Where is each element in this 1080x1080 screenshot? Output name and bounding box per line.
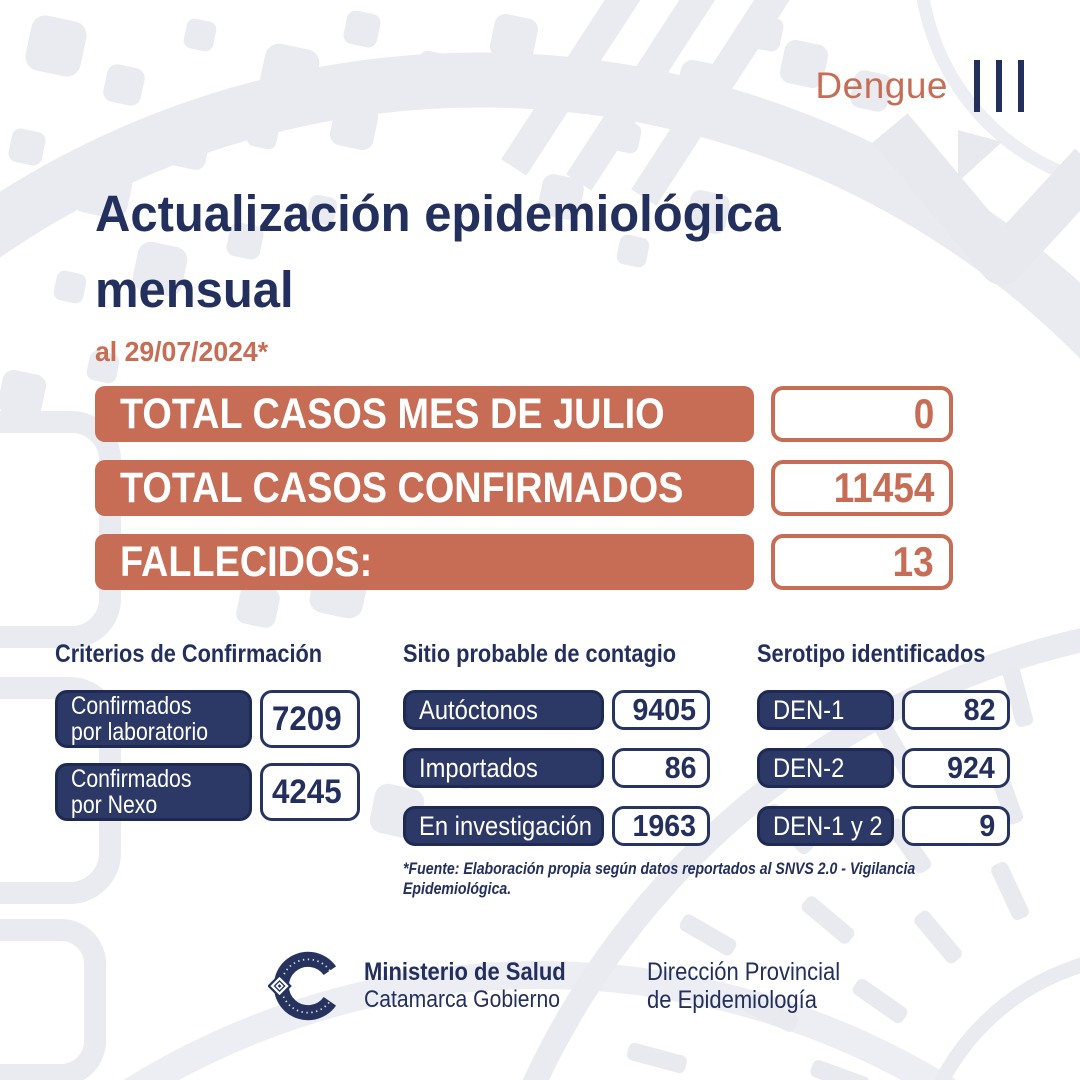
stat-row-total-mes: TOTAL CASOS MES DE JULIO 0 <box>95 386 953 442</box>
direction-line2: de Epidemiología <box>647 986 818 1014</box>
item-label: Importados <box>403 748 604 788</box>
list-item: En investigación 1963 <box>403 806 710 846</box>
footer: Ministerio de Salud Catamarca Gobierno D… <box>268 946 867 1026</box>
item-value: 9405 <box>612 690 710 730</box>
list-item: DEN-1 y 2 9 <box>757 806 1015 846</box>
title-block: Actualización epidemiológica mensual al … <box>95 176 809 368</box>
stat-row-total-confirmados: TOTAL CASOS CONFIRMADOS 11454 <box>95 460 953 516</box>
item-label: DEN-1 y 2 <box>757 806 894 846</box>
brand-row: Dengue <box>815 60 1024 112</box>
direction-block: Dirección Provincial de Epidemiología <box>647 958 867 1014</box>
item-label: DEN-2 <box>757 748 894 788</box>
item-value: 9 <box>902 806 1010 846</box>
list-item: Importados 86 <box>403 748 710 788</box>
ministry-block: Ministerio de Salud Catamarca Gobierno <box>364 958 593 1014</box>
source-footnote: *Fuente: Elaboración propia según datos … <box>403 859 916 898</box>
page-title: Actualización epidemiológica mensual <box>95 176 809 328</box>
list-item: Confirmados por Nexo 4245 <box>55 763 360 821</box>
stat-label: FALLECIDOS: <box>95 534 754 590</box>
stat-label: TOTAL CASOS MES DE JULIO <box>95 386 754 442</box>
list-item: Confirmados por laboratorio 7209 <box>55 690 360 748</box>
ministry-name: Ministerio de Salud <box>364 958 566 986</box>
item-label: En investigación <box>403 806 604 846</box>
item-label: DEN-1 <box>757 690 894 730</box>
item-value: 924 <box>902 748 1010 788</box>
catamarca-logo <box>268 951 337 1021</box>
section-title: Serotipo identificados <box>757 640 986 668</box>
ministry-subtitle: Catamarca Gobierno <box>364 986 561 1013</box>
item-label: Confirmados por Nexo <box>55 763 252 821</box>
brand-bars-icon <box>974 60 1024 112</box>
item-value: 7209 <box>260 690 360 748</box>
item-value: 82 <box>902 690 1010 730</box>
stat-value: 11454 <box>771 460 953 516</box>
item-label: Autóctonos <box>403 690 604 730</box>
stat-label: TOTAL CASOS CONFIRMADOS <box>95 460 754 516</box>
page-title-line2: mensual <box>95 261 294 318</box>
item-value: 4245 <box>260 763 360 821</box>
section-criterios-confirmacion: Criterios de Confirmación Confirmados po… <box>55 640 360 836</box>
section-title: Sitio probable de contagio <box>403 640 677 668</box>
section-serotipos: Serotipo identificados DEN-1 82 DEN-2 92… <box>757 640 1015 864</box>
report-date: al 29/07/2024* <box>95 336 269 367</box>
stat-value: 0 <box>771 386 953 442</box>
direction-line1: Dirección Provincial <box>647 958 841 986</box>
list-item: Autóctonos 9405 <box>403 690 710 730</box>
stat-value: 13 <box>771 534 953 590</box>
item-label: Confirmados por laboratorio <box>55 690 252 748</box>
list-item: DEN-1 82 <box>757 690 1015 730</box>
brand-label: Dengue <box>815 65 948 106</box>
section-sitio-contagio: Sitio probable de contagio Autóctonos 94… <box>403 640 710 864</box>
stat-bars: TOTAL CASOS MES DE JULIO 0 TOTAL CASOS C… <box>95 386 953 590</box>
stat-row-fallecidos: FALLECIDOS: 13 <box>95 534 953 590</box>
section-title: Criterios de Confirmación <box>55 640 323 668</box>
page-title-line1: Actualización epidemiológica <box>95 185 781 242</box>
item-value: 86 <box>612 748 710 788</box>
item-value: 1963 <box>612 806 710 846</box>
list-item: DEN-2 924 <box>757 748 1015 788</box>
